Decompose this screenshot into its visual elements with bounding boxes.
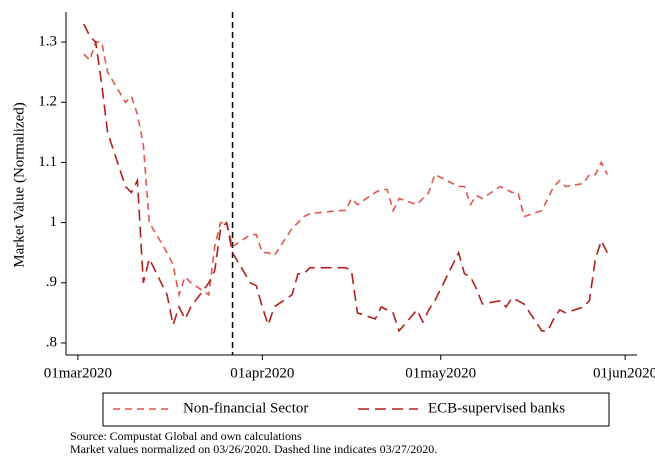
x-tick-label: 01may2020 bbox=[405, 365, 476, 381]
source-note: Market values normalized on 03/26/2020. … bbox=[70, 442, 437, 456]
y-axis-label: Market Value (Normalized) bbox=[11, 102, 27, 268]
x-tick-label: 01mar2020 bbox=[44, 365, 112, 381]
legend-label: ECB-supervised banks bbox=[428, 400, 565, 416]
x-tick-label: 01jun2020 bbox=[593, 365, 655, 381]
y-tick-label: 1.2 bbox=[38, 94, 57, 110]
source-note: Source: Compustat Global and own calcula… bbox=[70, 429, 302, 443]
y-tick-label: 1.1 bbox=[38, 154, 57, 170]
y-tick-label: 1.3 bbox=[38, 34, 57, 50]
legend-box bbox=[102, 392, 610, 427]
x-tick-label: 01apr2020 bbox=[230, 365, 294, 381]
y-tick-label: .9 bbox=[46, 274, 57, 290]
series-line bbox=[83, 41, 609, 298]
legend-label: Non-financial Sector bbox=[183, 400, 308, 416]
y-tick-label: 1 bbox=[50, 214, 58, 230]
series-line bbox=[83, 23, 609, 333]
y-tick-label: .8 bbox=[46, 334, 57, 350]
